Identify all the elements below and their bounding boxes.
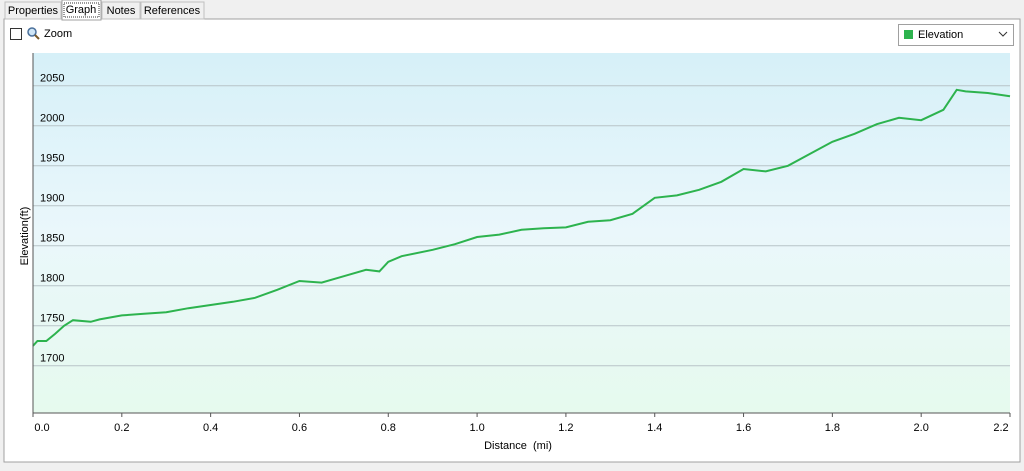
y-tick-label: 1750	[40, 313, 64, 325]
x-tick-label: 2.0	[914, 422, 929, 434]
legend-swatch	[904, 30, 913, 39]
y-tick-label: 1850	[40, 233, 64, 245]
tab-label: Notes	[107, 5, 136, 17]
y-tick-label: 2050	[40, 73, 64, 85]
tab-selected[interactable]	[61, 0, 102, 21]
focus-rect	[63, 2, 100, 18]
tab-label: Properties	[8, 5, 59, 17]
y-tick-label: 1700	[40, 353, 64, 365]
x-tick-label: 1.6	[736, 422, 751, 434]
elevation-line	[32, 88, 1011, 347]
x-tick-label: 0.8	[381, 422, 396, 434]
x-tick-label: 2.2	[993, 422, 1008, 434]
tab[interactable]	[4, 1, 62, 20]
chart: 1700 1750 1800 1850 1900 1950 2000 2050 0.0 0.2 0.…	[32, 73, 1011, 434]
dropdown-arrow	[998, 31, 1008, 37]
zoom-checkbox[interactable]	[10, 28, 22, 40]
zoom-icon	[27, 27, 40, 40]
x-tick-label: 0.0	[34, 422, 49, 434]
x-tick-label: 1.2	[558, 422, 573, 434]
tab-bar: Properties Graph Notes References	[4, 0, 205, 21]
zoom-label: Zoom	[44, 28, 72, 40]
x-tick-label: 0.2	[114, 422, 129, 434]
x-tick-label: 1.4	[647, 422, 662, 434]
x-tick-label: 0.4	[203, 422, 218, 434]
tab[interactable]	[140, 1, 205, 20]
y-axis-title: Elevation(ft)	[19, 207, 31, 266]
x-axis-title: Distance (mi)	[484, 440, 552, 452]
y-tick-label: 1950	[40, 153, 64, 165]
x-tick-label: 1.0	[469, 422, 484, 434]
tab[interactable]	[101, 1, 141, 20]
tab-label: Graph	[66, 4, 97, 16]
plot-area	[33, 53, 1010, 413]
tab-label: References	[144, 5, 201, 17]
x-tick-label: 0.6	[292, 422, 307, 434]
dropdown-box[interactable]	[898, 24, 1014, 46]
x-tick-label: 1.8	[825, 422, 840, 434]
y-tick-label: 2000	[40, 113, 64, 125]
y-tick-label: 1800	[40, 273, 64, 285]
legend-label: Elevation	[918, 29, 963, 41]
series-dropdown[interactable]: Elevation	[898, 24, 1014, 46]
y-tick-label: 1900	[40, 193, 64, 205]
